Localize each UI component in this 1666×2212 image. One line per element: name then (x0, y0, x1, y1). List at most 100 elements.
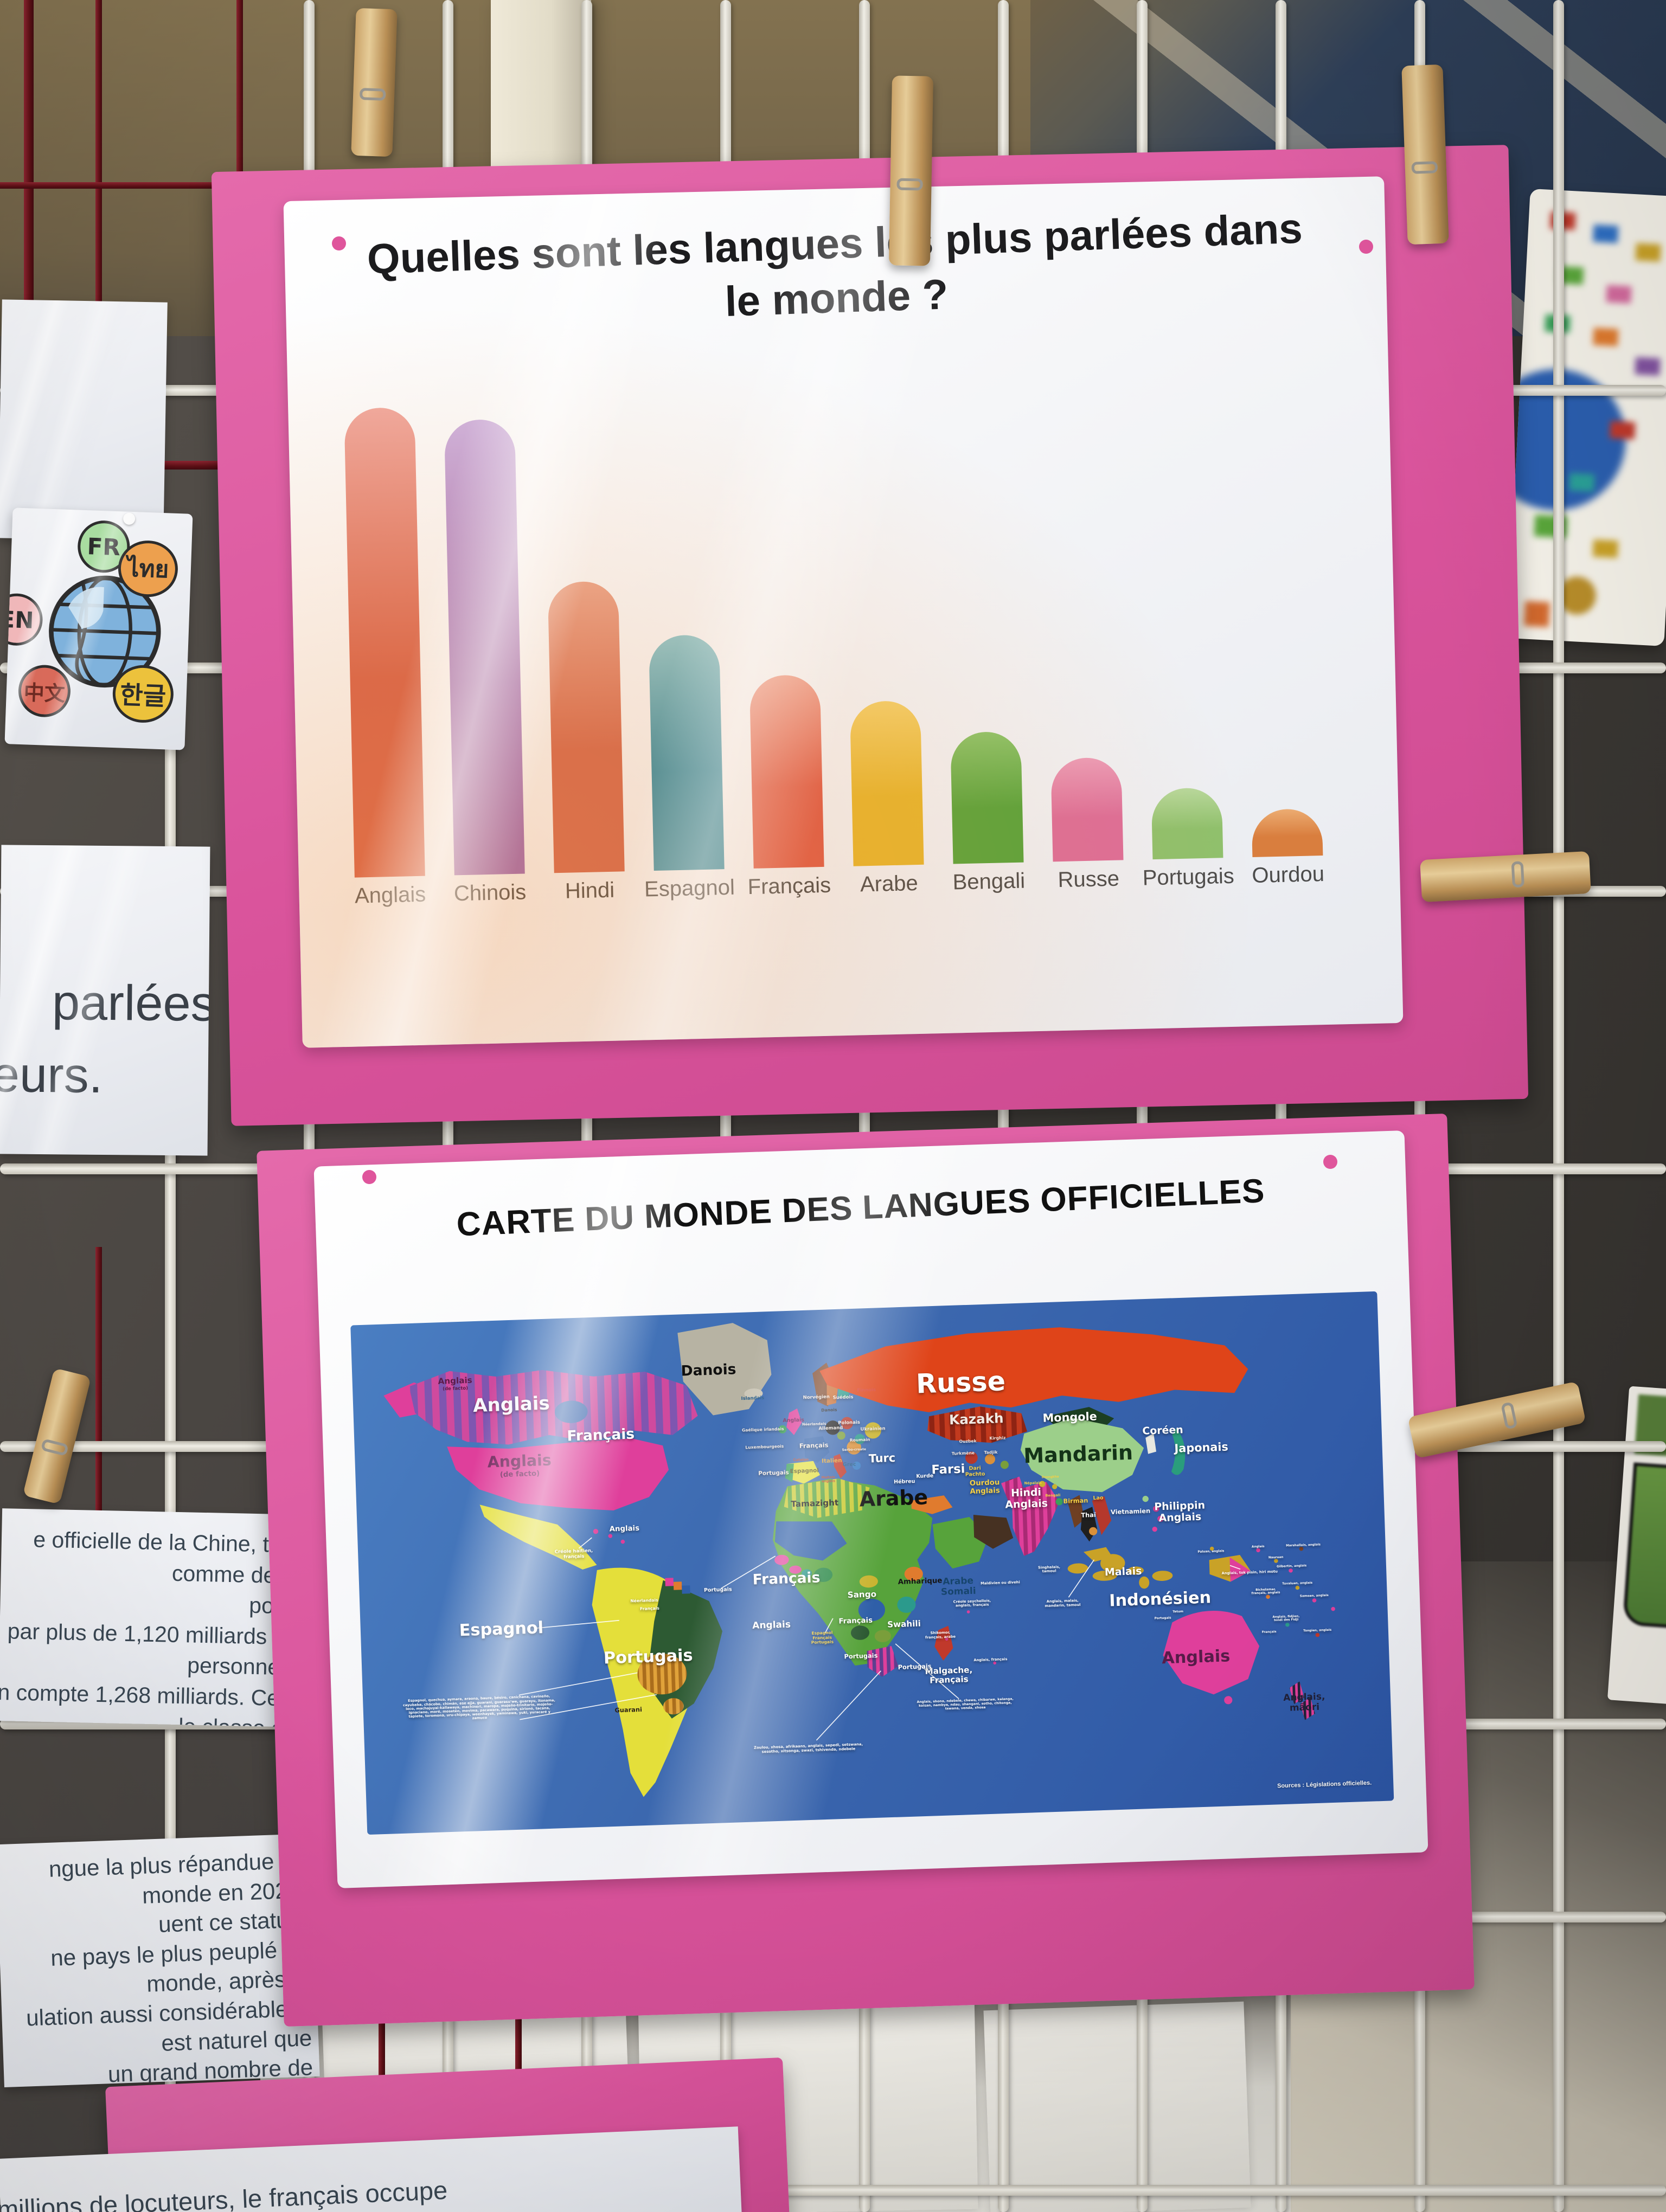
map-label: Kurde (916, 1472, 934, 1480)
bar-label: Chinois (453, 880, 527, 906)
map-label: Ourdou Anglais (969, 1478, 1001, 1496)
chart-title: Quelles sont les langues les plus parlée… (366, 204, 1303, 325)
bar-russe (1050, 757, 1124, 862)
map-label: Arabe Somali (940, 1575, 976, 1598)
map-label: Tetum (1172, 1610, 1184, 1614)
map-label: Créole haïtien, français (554, 1548, 593, 1560)
map-label: Turkmène (951, 1450, 975, 1457)
bar-ourdou (1251, 808, 1323, 857)
map-label: Hébreu (894, 1478, 915, 1486)
map-label: Birman (1063, 1496, 1088, 1506)
map-label: Anglais (472, 1392, 550, 1417)
paragraph: e officielle de la Chine, tout comme de … (0, 1527, 300, 1727)
map-label: Anglais (609, 1524, 640, 1534)
bar-label: Portugais (1142, 864, 1235, 890)
map-label: Vietnamien (1110, 1507, 1151, 1516)
map-label: Zoulou, xhosa, afrikaans, anglais, seped… (753, 1742, 863, 1754)
map-label: Tuvaluan, anglais (1282, 1581, 1313, 1586)
map-label: Malgache, Français (925, 1665, 973, 1686)
map-label: Polonais (838, 1419, 861, 1426)
map-label: Dzongkha (1041, 1475, 1059, 1480)
map-label: Swahili (887, 1618, 921, 1630)
bar-chinois (444, 419, 525, 876)
bubble-th-label: ไทย (126, 554, 170, 584)
fragment-word: eurs. (0, 1047, 103, 1103)
bar-label: Hindi (565, 878, 615, 903)
map-label: Portugais (758, 1469, 789, 1477)
map-label: Allemand (818, 1425, 843, 1432)
map-label: Philippin Anglais (1154, 1499, 1206, 1525)
map-label: Maltais anglais (821, 1475, 835, 1483)
bubble-ko: 한글 (112, 664, 175, 724)
bar-hindi (547, 581, 625, 873)
map-label: Shikomor, français, arabe (925, 1630, 956, 1640)
clothespin-spring (1411, 161, 1438, 175)
laminated-sheet-text: parlées eurs. (0, 845, 210, 1156)
map-label: Serbo-croate (842, 1448, 867, 1452)
map-label: Dari Pachto (965, 1465, 985, 1478)
map-label: Thaï (1081, 1510, 1097, 1519)
bar-espagnol (648, 634, 725, 871)
bubble-en-label: EN (4, 606, 35, 634)
map-label: Français (639, 1606, 659, 1612)
map-label: Anglais (783, 1417, 805, 1424)
map-label: Grec (842, 1461, 856, 1468)
bar-français (749, 674, 824, 869)
map-label: Ouzbek (959, 1438, 977, 1444)
map-label: Portugais (703, 1586, 732, 1594)
map-label: Français (1261, 1630, 1277, 1635)
map-label: Danois (681, 1361, 736, 1380)
map-label: Norvégien (803, 1394, 830, 1400)
bubble-zh-label: 中文 (23, 680, 66, 706)
map-label: Français (752, 1569, 821, 1589)
map-label: Espagnol, quechua, aymara, araona, baure… (402, 1694, 555, 1721)
bar-chart (328, 367, 1359, 878)
map-label: Anglais (752, 1619, 791, 1631)
fragment-word: parlées (52, 975, 210, 1032)
paragraph: millions de locuteurs, le français occup… (0, 2175, 448, 2212)
map-label: Gaélique irlandais (741, 1426, 784, 1433)
map-label: Portugais (1154, 1616, 1171, 1621)
map-label: Danois (821, 1407, 837, 1413)
clothespin-spring (1500, 1401, 1518, 1430)
map-label: Italien (821, 1457, 842, 1465)
pin-hole (362, 1170, 376, 1184)
bar-label: Anglais (354, 882, 426, 908)
map-label: Anglais, tok pisin, hiri motu (1221, 1569, 1278, 1576)
map-label: Suédois (832, 1394, 854, 1401)
bar-bengali (950, 731, 1024, 864)
map-label: Finnois (857, 1387, 876, 1394)
map-label: Nauruan (1268, 1555, 1284, 1560)
pin-hole (1359, 240, 1373, 254)
map-label: Espagnol (459, 1618, 544, 1640)
bar-label: Espagnol (644, 875, 735, 902)
map-label: Portugais (603, 1645, 694, 1668)
flags-poster (1507, 188, 1666, 647)
map-label: Français (566, 1425, 635, 1445)
backside-paper (983, 2001, 1251, 2212)
mesh-wire (1553, 0, 1564, 2212)
map-poster: CARTE DU MONDE DES LANGUES OFFICIELLES (313, 1130, 1428, 1888)
map-label: Anglais (1251, 1545, 1265, 1549)
map-label: Kirghiz (989, 1435, 1006, 1441)
map-label: (de facto) (499, 1469, 540, 1479)
map-label: Espagnol Français Portugais (811, 1630, 834, 1645)
language-sticker-card: FR EN 中文 ไทย 한글 (4, 507, 193, 750)
map-label: Sango (847, 1589, 877, 1600)
world-map: Anglais Français Anglais (de facto) Anglais(… (350, 1291, 1394, 1835)
clothespin (1401, 64, 1449, 245)
map-label: Maldivien ou divehi (981, 1580, 1020, 1586)
map-label: Anglais, fidjien, hindi des Fidji (1272, 1615, 1300, 1623)
bar-label: Français (747, 873, 831, 899)
map-label: (de facto) (442, 1385, 469, 1392)
map-label: Kazakh (949, 1410, 1004, 1427)
clothespin-spring (41, 1438, 69, 1456)
map-label: Islandais (741, 1395, 765, 1401)
paragraph: ngue la plus répandue au monde en 2024. … (25, 1847, 314, 2087)
map-label: Russe (915, 1365, 1006, 1400)
map-label: Coréen (1142, 1424, 1184, 1438)
map-label: Marshallais, anglais (1286, 1543, 1321, 1548)
map-label: Français (838, 1616, 873, 1626)
glare (0, 299, 168, 541)
